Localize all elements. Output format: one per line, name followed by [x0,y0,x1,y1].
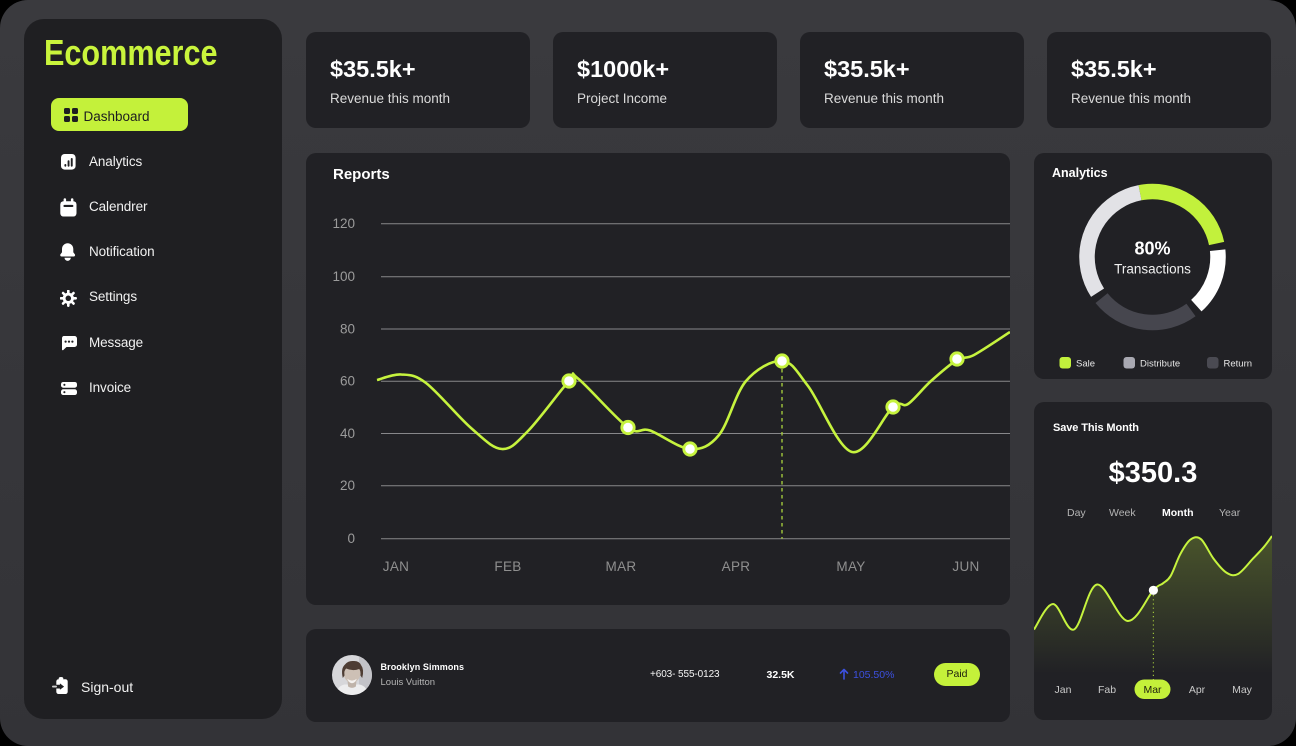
svg-text:MAR: MAR [606,559,637,574]
svg-text:20: 20 [340,478,355,493]
svg-text:Return: Return [1224,359,1253,370]
svg-text:Apr: Apr [1189,684,1206,696]
svg-text:80%: 80% [1134,239,1170,259]
svg-text:Sale: Sale [1076,359,1095,370]
svg-text:80: 80 [340,321,355,336]
svg-text:Fab: Fab [1098,684,1116,696]
svg-text:Transactions: Transactions [1114,262,1191,277]
svg-text:Jan: Jan [1055,684,1072,696]
svg-text:APR: APR [722,559,751,574]
svg-text:May: May [1232,684,1253,696]
svg-text:120: 120 [332,216,355,231]
svg-text:JUN: JUN [952,559,979,574]
svg-text:60: 60 [340,374,355,389]
svg-text:Mar: Mar [1143,684,1162,696]
svg-text:MAY: MAY [836,559,865,574]
svg-text:0: 0 [347,531,355,546]
svg-text:JAN: JAN [383,559,409,574]
svg-text:100: 100 [332,269,355,284]
svg-text:FEB: FEB [494,559,521,574]
svg-text:40: 40 [340,426,355,441]
svg-text:Distribute: Distribute [1140,359,1180,370]
